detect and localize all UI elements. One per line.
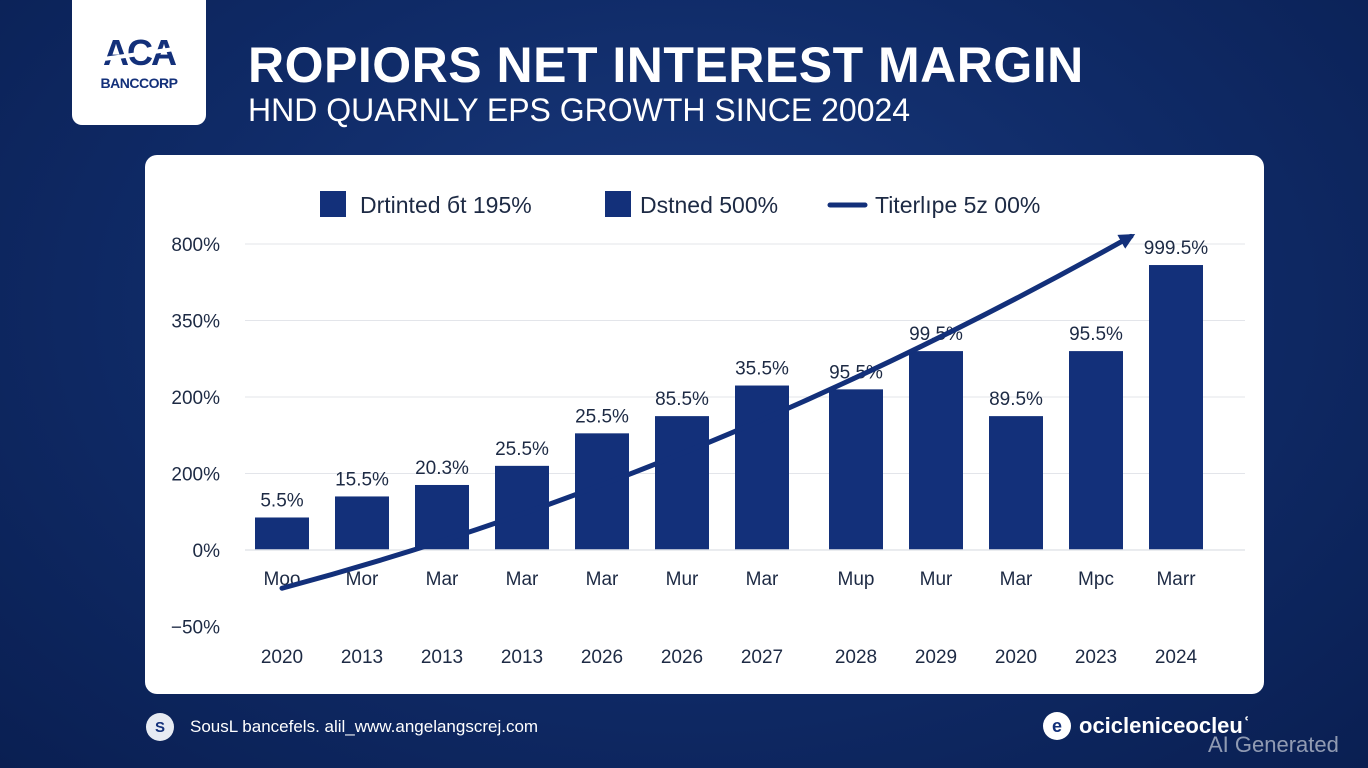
- data-label: 85.5%: [655, 389, 709, 410]
- data-label: 95.5%: [1069, 324, 1123, 345]
- data-label: 5.5%: [260, 490, 303, 511]
- source-icon: S: [146, 713, 174, 741]
- bar-11: [1069, 351, 1123, 550]
- x-year-label: 2028: [835, 647, 877, 668]
- source-text: SousL bancefels. alil_www.angelangscrej.…: [190, 717, 539, 736]
- bar-8: [829, 389, 883, 550]
- bar-10: [989, 416, 1043, 550]
- x-year-label: 2020: [261, 647, 303, 668]
- x-year-label: 2013: [421, 647, 463, 668]
- x-year-label: 2013: [341, 647, 383, 668]
- chart-title: ROPIORS NET INTEREST MARGIN: [248, 37, 1084, 93]
- ai-generated-watermark: AI Generated: [1208, 732, 1339, 757]
- chart-svg: 800% 350% 200% 200% 0% −50% 5.5% 15.5% 20.3% 25.5…: [171, 191, 1245, 668]
- chart-subtitle: HND QUARNLY EPS GROWTH SINCE 20024: [248, 92, 911, 128]
- x-category-label: Mup: [838, 569, 875, 590]
- x-year-label: 2024: [1155, 647, 1198, 668]
- x-category-label: Mar: [506, 569, 539, 590]
- logo-mark: ACA: [103, 34, 177, 71]
- x-category-label: Marr: [1156, 569, 1196, 590]
- legend-label: Dstned 500%: [640, 192, 778, 218]
- bar-6: [655, 416, 709, 550]
- data-label: 15.5%: [335, 469, 389, 490]
- y-tick-label: 200%: [171, 388, 220, 409]
- data-label: 20.3%: [415, 458, 469, 479]
- x-category-label: Mar: [746, 569, 779, 590]
- x-category-label: Mor: [346, 569, 379, 590]
- x-year-label: 2023: [1075, 647, 1117, 668]
- bar-12: [1149, 265, 1203, 550]
- x-year-label: 2027: [741, 647, 783, 668]
- data-label: 89.5%: [989, 389, 1043, 410]
- x-category-label: Mar: [586, 569, 619, 590]
- legend-label: Titerlıpe 5z 00%: [875, 192, 1040, 218]
- x-category-label: Mpc: [1078, 569, 1114, 590]
- company-logo: ACA BANCCORP: [72, 0, 206, 125]
- x-category-label: Mar: [426, 569, 459, 590]
- source-attribution: S SousL bancefels. alil_www.angelangscre…: [146, 713, 538, 741]
- bar-1: [255, 517, 309, 550]
- y-tick-label: 350%: [171, 312, 220, 333]
- logo-subtext: BANCCORP: [100, 74, 178, 91]
- x-category-label: Mar: [1000, 569, 1033, 590]
- brand-text: ociclenicеoclеuʿ: [1079, 713, 1251, 738]
- data-label: 25.5%: [575, 406, 629, 427]
- x-category-label: Mur: [666, 569, 699, 590]
- data-label: 35.5%: [735, 359, 789, 380]
- data-label: 999.5%: [1144, 238, 1209, 259]
- x-year-label: 2026: [581, 647, 623, 668]
- y-tick-label: 0%: [193, 541, 221, 562]
- chart-card: 800% 350% 200% 200% 0% −50% 5.5% 15.5% 20.3% 25.5…: [145, 155, 1264, 694]
- x-year-label: 2029: [915, 647, 957, 668]
- legend-swatch-bar: [320, 191, 346, 217]
- x-year-label: 2013: [501, 647, 543, 668]
- data-label: 25.5%: [495, 439, 549, 460]
- legend-label: Drtinted бt 195%: [360, 192, 532, 218]
- brand-mark: e ociclenicеoclеuʿ: [1043, 712, 1250, 740]
- data-label: 95.5%: [829, 362, 883, 383]
- data-label: 99.5%: [909, 324, 963, 345]
- trend-line: [279, 233, 1136, 591]
- y-tick-label: −50%: [171, 618, 220, 639]
- y-tick-label: 200%: [171, 465, 220, 486]
- bar-9: [909, 351, 963, 550]
- y-tick-label: 800%: [171, 235, 220, 256]
- x-year-label: 2026: [661, 647, 703, 668]
- brand-icon: e: [1043, 712, 1071, 740]
- x-category-label: Mur: [920, 569, 953, 590]
- x-year-label: 2020: [995, 647, 1037, 668]
- bar-2: [335, 496, 389, 550]
- legend-swatch-bar: [605, 191, 631, 217]
